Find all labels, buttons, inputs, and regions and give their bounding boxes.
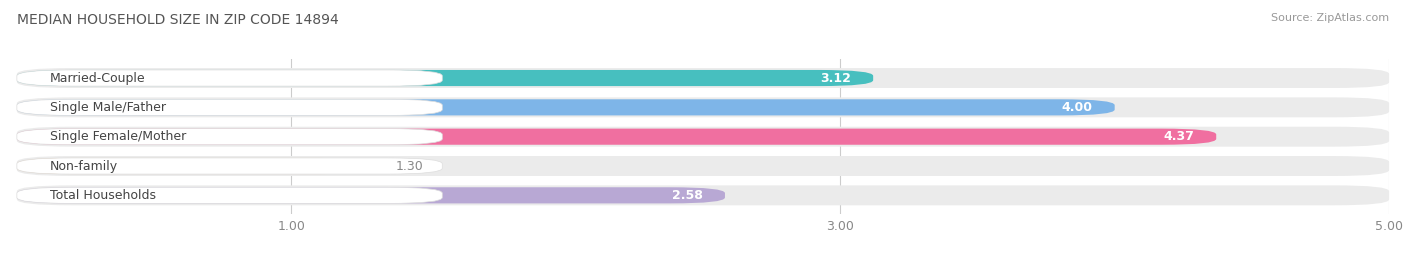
- Text: 4.37: 4.37: [1163, 130, 1194, 143]
- FancyBboxPatch shape: [17, 99, 443, 116]
- Text: Married-Couple: Married-Couple: [49, 72, 145, 84]
- FancyBboxPatch shape: [17, 70, 443, 86]
- FancyBboxPatch shape: [17, 70, 873, 86]
- FancyBboxPatch shape: [17, 158, 374, 174]
- FancyBboxPatch shape: [17, 187, 443, 203]
- Text: Non-family: Non-family: [49, 159, 118, 173]
- Text: 3.12: 3.12: [820, 72, 851, 84]
- FancyBboxPatch shape: [17, 129, 443, 145]
- Text: Source: ZipAtlas.com: Source: ZipAtlas.com: [1271, 13, 1389, 23]
- Text: MEDIAN HOUSEHOLD SIZE IN ZIP CODE 14894: MEDIAN HOUSEHOLD SIZE IN ZIP CODE 14894: [17, 13, 339, 27]
- Text: 2.58: 2.58: [672, 189, 703, 202]
- FancyBboxPatch shape: [17, 156, 1389, 176]
- FancyBboxPatch shape: [17, 68, 1389, 88]
- Text: Total Households: Total Households: [49, 189, 156, 202]
- FancyBboxPatch shape: [17, 187, 725, 203]
- FancyBboxPatch shape: [17, 97, 1389, 117]
- FancyBboxPatch shape: [17, 129, 1216, 145]
- FancyBboxPatch shape: [17, 158, 443, 174]
- FancyBboxPatch shape: [17, 99, 1115, 116]
- Text: 4.00: 4.00: [1062, 101, 1092, 114]
- FancyBboxPatch shape: [17, 127, 1389, 147]
- Text: Single Female/Mother: Single Female/Mother: [49, 130, 186, 143]
- Text: 1.30: 1.30: [395, 159, 423, 173]
- FancyBboxPatch shape: [17, 185, 1389, 205]
- Text: Single Male/Father: Single Male/Father: [49, 101, 166, 114]
